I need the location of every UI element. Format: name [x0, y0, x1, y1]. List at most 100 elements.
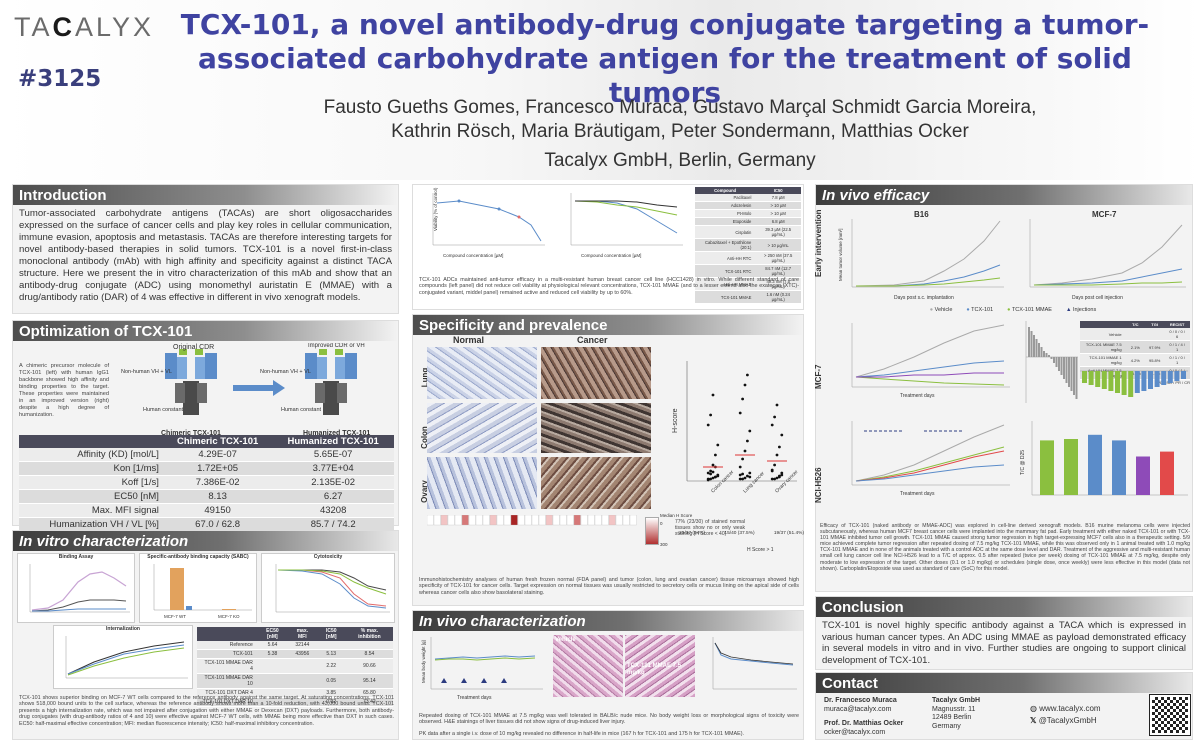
he-vehicle-image: Vehicle	[553, 635, 623, 697]
table-cell	[256, 673, 289, 689]
ihc-ovary-normal	[427, 457, 537, 509]
hscore-point	[716, 474, 720, 478]
waterfall-bar	[1134, 371, 1140, 393]
table-row: EC50 [nM] 8.13 6.27	[19, 489, 394, 504]
table-cell: 49.3 nM (7.5 µg/mL)	[755, 277, 801, 291]
waterfall-bar	[1108, 371, 1114, 391]
heatmap-cell	[440, 515, 448, 526]
contact-heading: Contact	[816, 673, 1192, 693]
hscore-point	[780, 433, 784, 437]
table-cell: 49150	[162, 503, 273, 518]
table-cell: Anti-HH RTC	[695, 251, 756, 265]
hscore-point	[773, 477, 776, 481]
table-cell: 73.42	[345, 697, 393, 707]
hscore-point	[714, 475, 717, 479]
table-row: Kon [1/ms] 1.72E+05 3.77E+04	[19, 461, 394, 476]
waterfall-bar	[1167, 371, 1173, 383]
b16-growth-plot: B16 Days post s.c. implantation Mean tum…	[838, 210, 1004, 301]
heatmap-cell	[447, 515, 455, 526]
median-note: 77% (23/30) of stained normal tissues sh…	[675, 519, 745, 537]
table-cell	[256, 658, 289, 674]
hscore-point	[775, 403, 779, 407]
mini-header: RECIST	[1164, 321, 1190, 328]
table-cell: Cabazitaxel + Epothilone (20:1)	[695, 238, 756, 252]
efficacy-legend: ● Vehicle ● TCX-101 ● TCX-101 MMAE ▲ Inj…	[836, 307, 1190, 313]
ic50-header: IC50	[755, 187, 801, 194]
contact-email-2[interactable]: ocker@tacalyx.com	[824, 728, 886, 736]
hscore-point	[706, 478, 710, 482]
qr-code[interactable]	[1149, 694, 1191, 736]
table-cell: 3.85	[316, 688, 346, 698]
chimeric-label: Chimeric TCX-101	[161, 430, 221, 437]
table-cell: 2.22	[316, 658, 346, 674]
conclusion-section: Conclusion TCX-101 is novel highly speci…	[815, 596, 1193, 670]
table-cell: TCX-101 DXT DAR 10	[197, 697, 257, 707]
hscore-point	[709, 469, 712, 473]
table-row: TCX-101 DXT DAR 10 0.92 73.42	[197, 697, 393, 707]
heatmap-cell	[538, 515, 546, 526]
heatmap-cell	[489, 515, 497, 526]
table-cell: 43208	[272, 503, 394, 518]
table-cell: Cisplatin	[695, 225, 756, 239]
table-cell: > 10 µM	[755, 209, 801, 218]
row-label-nci: NCI-H526	[814, 467, 823, 503]
table-cell: > 250 nM (37.5 µg/mL)	[755, 251, 801, 265]
cat-ovary: Ovary cancer	[774, 469, 800, 495]
binding-assay-title: Binding Assay	[58, 554, 94, 560]
waterfall-bar	[1141, 371, 1147, 391]
table-cell: 8.54	[345, 649, 393, 659]
hscore-point	[711, 393, 715, 397]
tc-bar	[1112, 440, 1126, 495]
hscore-point	[748, 429, 752, 433]
internalization-panel: Internalization	[53, 625, 193, 689]
table-row: TCX-101 MMAE DAR 4 2.22 90.66	[197, 658, 393, 674]
table-cell: TCX-101 MMAE	[695, 290, 756, 304]
mcf7-title: MCF-7	[1092, 210, 1117, 219]
specificity-heading: Specificity and prevalence	[413, 315, 803, 335]
invitro-header: IC50 [nM]	[316, 627, 346, 641]
waterfall-bar	[1095, 371, 1101, 387]
table-cell: 95.14	[345, 673, 393, 689]
waterfall-bar	[1030, 331, 1033, 357]
optimization-heading: Optimization of TCX-101	[13, 321, 398, 341]
invitro-heading: In vitro characterization	[13, 531, 398, 551]
hscore-point	[770, 477, 774, 481]
waterfall-bar	[1053, 357, 1055, 363]
tc-d25-bars: T/C @ D25	[1020, 421, 1188, 496]
table-cell: 43956	[288, 649, 317, 659]
waterfall-bar	[1128, 371, 1134, 397]
hscore-axis-label: H-score	[672, 408, 679, 433]
b16-title: B16	[914, 210, 929, 219]
hscore-point	[741, 457, 744, 461]
legend-injections: ▲ Injections	[1065, 307, 1097, 313]
hscore-point	[748, 471, 752, 475]
hscore-point	[741, 477, 744, 481]
legend-tcx101-mmae: ● TCX-101 MMAE	[1007, 307, 1052, 313]
humanized-label: Humanized TCX-101	[303, 430, 370, 437]
waterfall-bar	[1063, 357, 1065, 379]
website-link[interactable]: ◍ www.tacalyx.com	[1030, 704, 1101, 713]
waterfall-bar	[1055, 357, 1058, 367]
hscore-point	[773, 463, 776, 467]
waterfall-bar	[1154, 371, 1160, 387]
table-row: Etoposide 6.8 µM	[695, 217, 801, 226]
table-cell: Reference	[197, 641, 257, 650]
tc-change-waterfall	[1025, 321, 1078, 403]
heatmap-cell	[608, 515, 616, 526]
contact-email-1[interactable]: muraca@tacalyx.com	[824, 705, 892, 713]
legend-vehicle: ● Vehicle	[929, 307, 953, 313]
waterfall-bar	[1082, 371, 1087, 383]
table-row: TCX-101 DXT DAR 4 3.85 65.80	[197, 688, 393, 698]
heatmap-scale-min: 0	[660, 521, 663, 526]
table-cell: EC50 [nM]	[19, 489, 163, 504]
twitter-link[interactable]: 𝕏 @TacalyxGmbH	[1030, 716, 1097, 725]
heatmap-cell	[587, 515, 595, 526]
heatmap-cell	[615, 515, 623, 526]
waterfall-bar	[1101, 371, 1107, 389]
heatmap-cell	[594, 515, 602, 526]
poster-number: #3125	[18, 66, 102, 92]
table-cell: TCX-101 MMAE 1 mg/kg	[1080, 353, 1126, 367]
table-cell: 5.64	[256, 641, 289, 650]
cat-lung: Lung cancer	[742, 470, 766, 494]
table-cell: TCX-101	[197, 649, 257, 659]
